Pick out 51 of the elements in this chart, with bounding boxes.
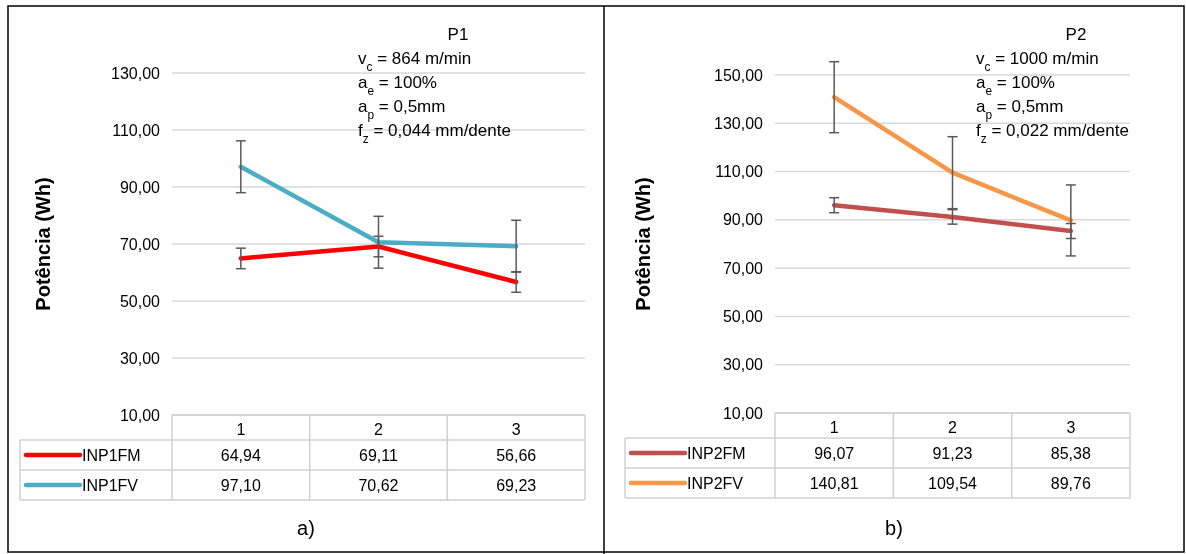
data-label: 69,23 (496, 476, 537, 494)
y-axis-title: Potência (Wh) (32, 177, 54, 311)
y-tick-label: 90,00 (119, 178, 161, 196)
annotation: a$_{e}$ = 100% (976, 73, 1055, 98)
legend-label: INP1FM (82, 446, 141, 464)
y-tick-label: 30,00 (119, 349, 161, 367)
legend-label: INP2FM (687, 444, 746, 462)
x-tick-label: 1 (829, 419, 839, 437)
y-tick-label: 90,00 (722, 211, 764, 229)
x-tick-label: 3 (511, 421, 521, 439)
y-tick-label: 70,00 (722, 259, 764, 277)
annotation: f$_{z}$ = 0,044 mm/dente (358, 121, 511, 146)
data-label: 70,62 (358, 476, 399, 494)
y-tick-label: 70,00 (119, 235, 161, 253)
x-tick-label: 2 (374, 421, 384, 439)
y-tick-label: 130,00 (111, 64, 161, 82)
x-tick-label: 1 (236, 421, 246, 439)
data-label: 140,81 (809, 474, 859, 492)
y-tick-label: 110,00 (715, 163, 764, 181)
legend-label: INP2FV (687, 474, 744, 492)
x-tick-label: 3 (1066, 419, 1076, 437)
data-label: 69,11 (359, 446, 399, 464)
legend-label: INP1FV (82, 476, 139, 494)
annotation: v$_{c}$ = 864 m/min (358, 49, 472, 74)
data-label: 64,94 (220, 446, 261, 464)
y-tick-label: 10,00 (722, 404, 764, 422)
annotation: a$_{p}$ = 0,5mm (976, 97, 1064, 122)
text: P1 (447, 25, 469, 44)
annotation: a$_{p}$ = 0,5mm (358, 97, 446, 122)
y-tick-label: 50,00 (119, 292, 161, 310)
annotation: f$_{z}$ = 0,022 mm/dente (976, 121, 1129, 146)
y-axis-title: Potência (Wh) (632, 177, 654, 311)
y-tick-label: 30,00 (722, 356, 764, 374)
data-label: 56,66 (496, 446, 537, 464)
annotation: a$_{e}$ = 100% (358, 73, 437, 98)
text: P2 (1065, 25, 1087, 44)
data-label: 97,10 (220, 476, 261, 494)
data-label: 96,07 (814, 444, 855, 462)
data-label: 91,23 (932, 444, 973, 462)
y-tick-label: 110,00 (112, 121, 161, 139)
y-tick-label: 10,00 (119, 406, 161, 424)
data-label: 109,54 (928, 474, 978, 492)
y-tick-label: 50,00 (722, 308, 764, 326)
y-tick-label: 150,00 (714, 66, 764, 84)
data-label: 85,38 (1050, 444, 1091, 462)
text: a) (297, 517, 315, 539)
x-tick-label: 2 (948, 419, 958, 437)
text: b) (885, 517, 903, 539)
data-label: 89,76 (1050, 474, 1091, 492)
text: v$_{c}$ = 1000 m/min (976, 49, 1099, 74)
y-tick-label: 130,00 (714, 114, 764, 132)
